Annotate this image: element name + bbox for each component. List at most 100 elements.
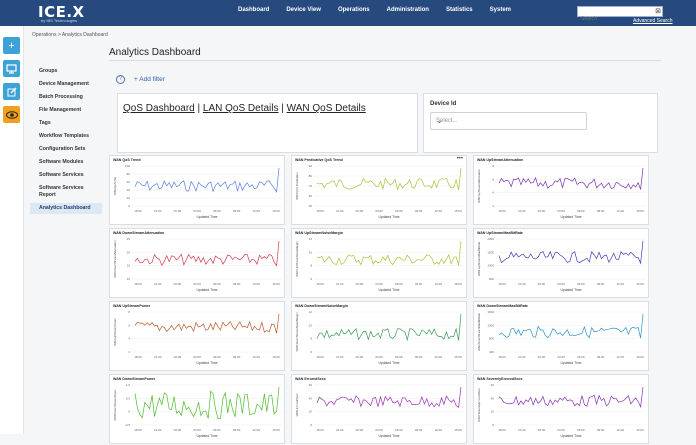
y-tick-label: 60 <box>309 194 313 198</box>
x-tick-label: 21:00 <box>336 282 344 286</box>
chart-title: WAN UpStreamPower <box>113 304 151 308</box>
y-tick-label: 10 <box>127 277 131 281</box>
link-wan-qos-details[interactable]: WAN QoS Details <box>286 103 366 114</box>
left-icon-rail: + <box>0 26 24 434</box>
y-tick-label: 80 <box>127 172 131 176</box>
x-tick-label: 15:00 <box>272 355 280 359</box>
main-nav: Dashboard Device View Operations Adminis… <box>238 7 528 13</box>
app-logo[interactable]: ICE.X <box>38 3 85 21</box>
menu-item-software-services-report[interactable]: Software Services Report <box>39 185 84 198</box>
nav-statistics[interactable]: Statistics <box>445 7 473 13</box>
x-tick-label: 06:00 <box>395 282 403 286</box>
link-lan-qos-details[interactable]: LAN QoS Details <box>202 103 279 114</box>
y-axis-label: WAN DownStreamAttenuation <box>113 240 117 278</box>
series-line <box>134 240 280 267</box>
menu-item-configuration-sets[interactable]: Configuration Sets <box>39 146 86 152</box>
x-tick-label: 09:00 <box>233 428 241 432</box>
more-options-icon[interactable]: ••• <box>456 156 463 162</box>
x-tick-label: 03:00 <box>557 428 565 432</box>
menu-item-software-modules[interactable]: Software Modules <box>39 159 84 165</box>
x-axis-label: Updated Time <box>378 215 399 219</box>
chart-panel: WAN UpStreamPower 8 6 4 2 WAN UpStreamPower 18… <box>109 301 285 371</box>
line-chart: 1.0 0.5 0 -0.5 WAN DownStreamPower 18:00 21:00… <box>113 383 282 438</box>
chart-title: WAN UpStreamMaxBitRate <box>477 231 523 235</box>
nav-system[interactable]: System <box>489 7 512 13</box>
x-tick-label: 00:00 <box>174 428 182 432</box>
y-tick-label: 1500 <box>487 250 494 254</box>
monitor-icon[interactable] <box>3 60 20 77</box>
series-line <box>498 240 644 265</box>
y-tick-label: 4 <box>492 191 494 195</box>
y-axis-label: WAN UpStreamMaxBitRate <box>477 241 481 276</box>
y-tick-label: 6 <box>310 277 312 281</box>
x-tick-label: 00:00 <box>356 282 364 286</box>
x-tick-label: 06:00 <box>395 355 403 359</box>
x-axis-label: Updated Time <box>560 288 581 292</box>
x-tick-label: 00:00 <box>356 209 364 213</box>
y-tick-label: 6 <box>492 177 494 181</box>
edit-icon[interactable] <box>3 83 20 100</box>
x-tick-label: 21:00 <box>518 209 526 213</box>
menu-item-tags[interactable]: Tags <box>39 120 51 126</box>
x-tick-label: 03:00 <box>193 428 201 432</box>
plus-icon[interactable]: + <box>3 37 20 54</box>
search-input[interactable] <box>578 14 654 24</box>
menu-item-software-services[interactable]: Software Services <box>39 172 84 178</box>
y-tick-label: 15 <box>127 264 131 268</box>
chart-title: WAN DownStreamAttenuation <box>113 231 165 235</box>
menu-item-device-management[interactable]: Device Management <box>39 81 89 87</box>
y-axis-label: WAN ErroredSecs <box>295 393 299 416</box>
y-tick-label: 12 <box>309 237 313 241</box>
close-icon[interactable]: ⊠ <box>655 8 661 15</box>
x-tick-label: 06:00 <box>577 428 585 432</box>
x-tick-label: 00:00 <box>356 428 364 432</box>
chevron-down-icon: ⌄ <box>436 116 443 125</box>
y-tick-label: 10 <box>309 323 313 327</box>
menu-item-workflow-templates[interactable]: Workflow Templates <box>39 133 89 139</box>
line-chart: 25 20 15 10 WAN DownStreamAttenuation 18:00 21… <box>113 237 282 292</box>
x-axis-label: Updated Time <box>378 361 399 365</box>
x-tick-label: 09:00 <box>415 282 423 286</box>
y-tick-label: 70 <box>309 184 313 188</box>
y-tick-label: 1200 <box>487 323 494 327</box>
x-tick-label: 03:00 <box>193 209 201 213</box>
nav-administration[interactable]: Administration <box>386 7 429 13</box>
side-menu: Groups Device Management Batch Processin… <box>30 62 102 214</box>
link-qos-dashboard[interactable]: QoS Dashboard <box>123 103 195 114</box>
x-tick-label: 18:00 <box>316 282 324 286</box>
menu-item-groups[interactable]: Groups <box>39 68 58 74</box>
series-line <box>134 167 280 193</box>
help-icon[interactable]: ? <box>116 75 125 84</box>
nav-device-view[interactable]: Device View <box>286 7 321 13</box>
add-filter-button[interactable]: + Add filter <box>134 76 165 83</box>
chart-panel: WAN ErroredSecs 60 40 20 0 WAN ErroredSecs 18:… <box>291 374 467 444</box>
x-tick-label: 15:00 <box>272 209 280 213</box>
x-tick-label: 06:00 <box>213 282 221 286</box>
y-tick-label: 40 <box>309 396 313 400</box>
y-tick-label: 0 <box>128 204 130 208</box>
x-tick-label: 06:00 <box>213 355 221 359</box>
y-tick-label: 1.0 <box>126 383 131 387</box>
eye-icon[interactable] <box>3 106 20 123</box>
line-chart: 1600 1200 800 400 WAN DownStreamMaxBitRate 18… <box>477 310 646 365</box>
x-tick-label: 15:00 <box>454 282 462 286</box>
chart-title: WAN SeverelyErroredSecs <box>477 377 523 381</box>
x-tick-label: 18:00 <box>316 209 324 213</box>
x-axis-label: Updated Time <box>560 434 581 438</box>
y-tick-label: 20 <box>309 410 313 414</box>
advanced-search-link[interactable]: Advanced Search <box>633 18 673 24</box>
nav-dashboard[interactable]: Dashboard <box>238 7 270 13</box>
menu-item-analytics-dashboard[interactable]: Analytics Dashboard <box>30 203 102 214</box>
x-tick-label: 00:00 <box>174 282 182 286</box>
menu-item-file-management[interactable]: File Management <box>39 107 82 113</box>
menu-item-batch-processing[interactable]: Batch Processing <box>39 94 83 100</box>
chart-title: WAN DownStreamMaxBitRate <box>477 304 528 308</box>
chart-title: WAN ErroredSecs <box>295 377 326 381</box>
device-id-select[interactable]: Select... ⌄ <box>430 112 587 130</box>
y-axis-label: WAN DownStreamPower <box>113 389 117 420</box>
x-tick-label: 00:00 <box>538 428 546 432</box>
x-tick-label: 21:00 <box>518 428 526 432</box>
y-tick-label: 8 <box>310 337 312 341</box>
x-axis-label: Updated Time <box>378 288 399 292</box>
nav-operations[interactable]: Operations <box>337 7 370 13</box>
